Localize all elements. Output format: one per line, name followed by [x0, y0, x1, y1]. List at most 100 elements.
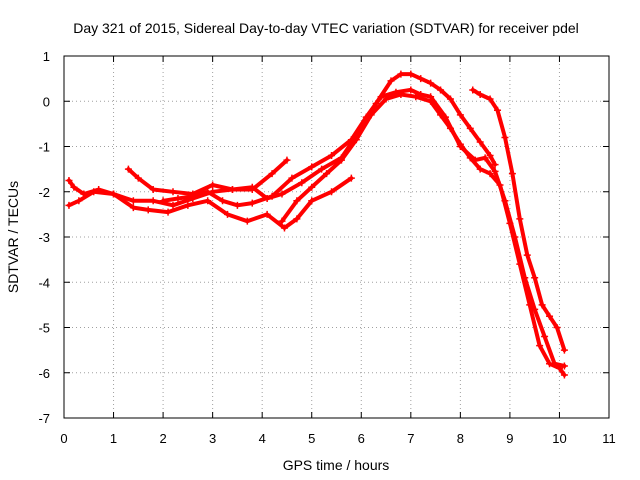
- data-point-marker: [298, 179, 306, 187]
- data-point-marker: [397, 70, 405, 78]
- data-point-marker: [347, 136, 355, 144]
- y-axis-ticks: 1 0 -1 -2 -3 -4 -5 -6 -7: [38, 49, 609, 426]
- data-point-marker: [456, 111, 464, 119]
- series-track-5: [159, 86, 568, 370]
- data-point-marker: [248, 183, 256, 191]
- data-point-marker: [476, 138, 484, 146]
- data-point-marker: [541, 333, 549, 341]
- x-tick-label: 10: [552, 431, 566, 446]
- data-point-marker: [466, 124, 474, 132]
- data-point-marker: [278, 190, 286, 198]
- x-tick-label: 0: [60, 431, 67, 446]
- data-point-marker: [560, 362, 568, 370]
- data-point-marker: [65, 176, 73, 184]
- data-point-marker: [134, 174, 142, 182]
- data-point-marker: [511, 233, 519, 241]
- data-point-marker: [491, 167, 499, 175]
- x-axis-label: GPS time / hours: [283, 457, 390, 473]
- data-point-marker: [501, 197, 509, 205]
- data-point-marker: [427, 93, 435, 101]
- x-tick-label: 2: [159, 431, 166, 446]
- data-point-marker: [308, 197, 316, 205]
- x-tick-label: 9: [506, 431, 513, 446]
- data-point-marker: [437, 86, 445, 94]
- data-point-marker: [293, 215, 301, 223]
- data-point-marker: [308, 163, 316, 171]
- data-point-marker: [337, 156, 345, 164]
- data-point-marker: [144, 206, 152, 214]
- x-tick-label: 4: [259, 431, 266, 446]
- data-point-marker: [494, 106, 502, 114]
- y-tick-label: 1: [43, 49, 50, 64]
- series-line: [67, 176, 354, 230]
- data-point-marker: [523, 251, 531, 259]
- data-point-marker: [546, 312, 554, 320]
- data-point-marker: [209, 181, 217, 189]
- data-point-marker: [531, 274, 539, 282]
- data-point-marker: [169, 188, 177, 196]
- x-tick-label: 6: [358, 431, 365, 446]
- data-point-marker: [268, 170, 276, 178]
- data-point-marker: [80, 190, 88, 198]
- data-point-marker: [184, 201, 192, 209]
- grid: [64, 56, 609, 418]
- data-point-marker: [189, 192, 197, 200]
- x-tick-label: 1: [110, 431, 117, 446]
- data-point-marker: [328, 152, 336, 160]
- y-tick-label: -4: [38, 275, 50, 290]
- y-tick-label: -3: [38, 230, 50, 245]
- data-point-marker: [204, 197, 212, 205]
- data-point-marker: [501, 133, 509, 141]
- data-point-marker: [169, 201, 177, 209]
- data-point-marker: [263, 210, 271, 218]
- x-tick-label: 3: [209, 431, 216, 446]
- data-point-marker: [328, 188, 336, 196]
- data-point-marker: [110, 190, 118, 198]
- data-point-marker: [174, 195, 182, 203]
- data-point-marker: [407, 70, 415, 78]
- x-tick-label: 7: [407, 431, 414, 446]
- data-point-marker: [553, 324, 561, 331]
- y-tick-label: -6: [38, 366, 50, 381]
- series-line: [161, 87, 567, 368]
- data-point-marker: [248, 199, 256, 207]
- data-point-marker: [164, 208, 172, 216]
- data-point-marker: [149, 197, 157, 205]
- data-point-marker: [233, 201, 241, 209]
- data-point-marker: [476, 90, 484, 98]
- series-group: [65, 70, 568, 379]
- data-point-marker: [508, 170, 516, 178]
- series-track-2: [65, 174, 355, 232]
- data-point-marker: [377, 93, 385, 101]
- data-point-marker: [560, 346, 568, 354]
- y-tick-label: 0: [43, 94, 50, 109]
- data-point-marker: [392, 88, 400, 96]
- data-point-marker: [531, 305, 539, 313]
- data-point-marker: [442, 113, 449, 121]
- x-tick-label: 8: [457, 431, 464, 446]
- data-point-marker: [417, 75, 425, 83]
- data-point-marker: [228, 185, 236, 193]
- x-tick-label: 11: [602, 431, 616, 446]
- data-point-marker: [318, 165, 326, 173]
- data-point-marker: [283, 156, 291, 164]
- data-point-marker: [268, 192, 276, 200]
- data-point-marker: [486, 95, 494, 103]
- data-point-marker: [407, 86, 415, 94]
- data-point-marker: [538, 301, 546, 309]
- data-point-marker: [278, 217, 286, 225]
- y-tick-label: -2: [38, 185, 50, 200]
- data-point-marker: [521, 274, 529, 282]
- data-point-marker: [129, 204, 137, 212]
- data-point-marker: [486, 170, 494, 178]
- data-point-marker: [75, 197, 83, 205]
- data-point-marker: [65, 201, 73, 209]
- data-point-marker: [308, 183, 316, 191]
- data-point-marker: [476, 165, 484, 173]
- chart-title: Day 321 of 2015, Sidereal Day-to-day VTE…: [73, 20, 579, 36]
- data-point-marker: [224, 210, 231, 218]
- data-point-marker: [427, 79, 435, 87]
- data-point-marker: [387, 77, 395, 85]
- data-point-marker: [124, 165, 132, 173]
